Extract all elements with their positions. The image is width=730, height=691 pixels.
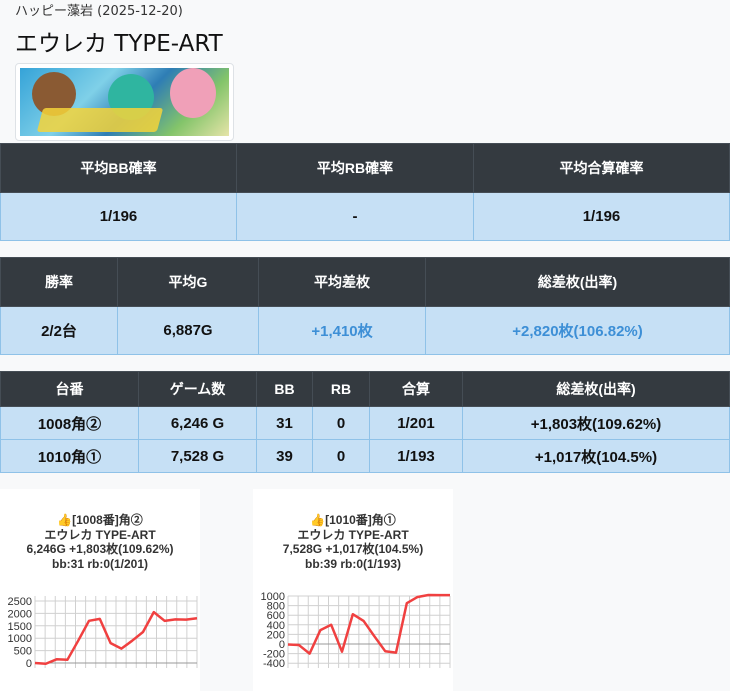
series-line xyxy=(287,593,450,655)
card-title: 👍[1010番]角① xyxy=(310,513,396,527)
y-tick-label: 400 xyxy=(267,620,285,632)
card-bonus: bb:39 rb:0(1/193) xyxy=(304,556,402,571)
card-machine-name: エウレカ TYPE-ART xyxy=(44,527,156,542)
series-line xyxy=(34,610,198,666)
y-tick-label: 1500 xyxy=(8,621,32,633)
header-total-prob: 合算 xyxy=(369,371,463,407)
header-total-diff: 総差枚(出率) xyxy=(425,257,730,307)
y-tick-label: -200 xyxy=(263,649,285,661)
y-tick-label: 500 xyxy=(14,646,32,658)
value-avg-bb: 1/196 xyxy=(0,192,237,241)
table-row[interactable]: 1010角① 7,528 G 39 0 1/193 +1,017枚(104.5%… xyxy=(0,439,730,473)
y-tick-label: 600 xyxy=(267,610,285,622)
y-tick-label: 1000 xyxy=(261,591,285,603)
y-tick-label: 2500 xyxy=(8,596,32,608)
y-tick-label: 200 xyxy=(267,629,285,641)
card-bonus: bb:31 rb:0(1/201) xyxy=(51,556,149,571)
cell-games: 6,246 G xyxy=(138,406,257,440)
win-summary-table: 勝率 平均G 平均差枚 総差枚(出率) 2/2台 6,887G +1,410枚 … xyxy=(0,257,730,355)
cell-total-prob: 1/193 xyxy=(369,439,463,473)
header-avg-bb: 平均BB確率 xyxy=(0,143,237,193)
probability-summary-table: 平均BB確率 平均RB確率 平均合算確率 1/196 - 1/196 xyxy=(0,143,730,241)
cell-bb: 31 xyxy=(256,406,313,440)
header-machine-no: 台番 xyxy=(0,371,139,407)
header-rb: RB xyxy=(312,371,370,407)
y-tick-label: 0 xyxy=(26,658,32,670)
header-win-rate: 勝率 xyxy=(0,257,118,307)
y-tick-label: 0 xyxy=(279,639,285,651)
cell-rb: 0 xyxy=(312,439,370,473)
value-avg-rb: - xyxy=(236,192,474,241)
value-avg-games: 6,887G xyxy=(117,306,259,355)
card-machine-name: エウレカ TYPE-ART xyxy=(297,527,409,542)
value-avg-total: 1/196 xyxy=(473,192,730,241)
card-stats: 6,246G +1,803枚(109.62%) xyxy=(26,542,174,556)
value-win-rate: 2/2台 xyxy=(0,306,118,355)
header-avg-diff: 平均差枚 xyxy=(258,257,426,307)
cell-rb: 0 xyxy=(312,406,370,440)
cell-machine-no[interactable]: 1010角① xyxy=(0,439,139,473)
header-avg-rb: 平均RB確率 xyxy=(236,143,474,193)
header-bb: BB xyxy=(256,371,313,407)
machine-card-1010[interactable]: 👍[1010番]角① エウレカ TYPE-ART 7,528G +1,017枚(… xyxy=(253,489,453,691)
cell-bb: 39 xyxy=(256,439,313,473)
card-title: 👍[1008番]角② xyxy=(57,513,143,527)
value-total-diff: +2,820枚(106.82%) xyxy=(425,306,730,355)
cell-games: 7,528 G xyxy=(138,439,257,473)
y-tick-label: 2000 xyxy=(8,608,32,620)
y-tick-label: -400 xyxy=(263,658,285,670)
breadcrumb: ハッピー藻岩 (2025-12-20) xyxy=(15,4,183,19)
card-stats: 7,528G +1,017枚(104.5%) xyxy=(282,542,424,556)
table-row[interactable]: 1008角② 6,246 G 31 0 1/201 +1,803枚(109.62… xyxy=(0,406,730,440)
cell-total-diff: +1,017枚(104.5%) xyxy=(462,439,730,473)
header-games: ゲーム数 xyxy=(138,371,257,407)
header-total-diff-rate: 総差枚(出率) xyxy=(462,371,730,407)
y-tick-label: 800 xyxy=(267,601,285,613)
cell-machine-no[interactable]: 1008角② xyxy=(0,406,139,440)
cell-total-diff: +1,803枚(109.62%) xyxy=(462,406,730,440)
machine-table: 台番 ゲーム数 BB RB 合算 総差枚(出率) 1008角② 6,246 G … xyxy=(0,371,730,473)
y-tick-label: 1000 xyxy=(8,633,32,645)
header-avg-total: 平均合算確率 xyxy=(473,143,730,193)
cell-total-prob: 1/201 xyxy=(369,406,463,440)
machine-banner-image xyxy=(15,63,234,141)
header-avg-games: 平均G xyxy=(117,257,259,307)
machine-card-1008[interactable]: 👍[1008番]角② エウレカ TYPE-ART 6,246G +1,803枚(… xyxy=(0,489,200,691)
page-title: エウレカ TYPE-ART xyxy=(15,31,223,57)
value-avg-diff: +1,410枚 xyxy=(258,306,426,355)
